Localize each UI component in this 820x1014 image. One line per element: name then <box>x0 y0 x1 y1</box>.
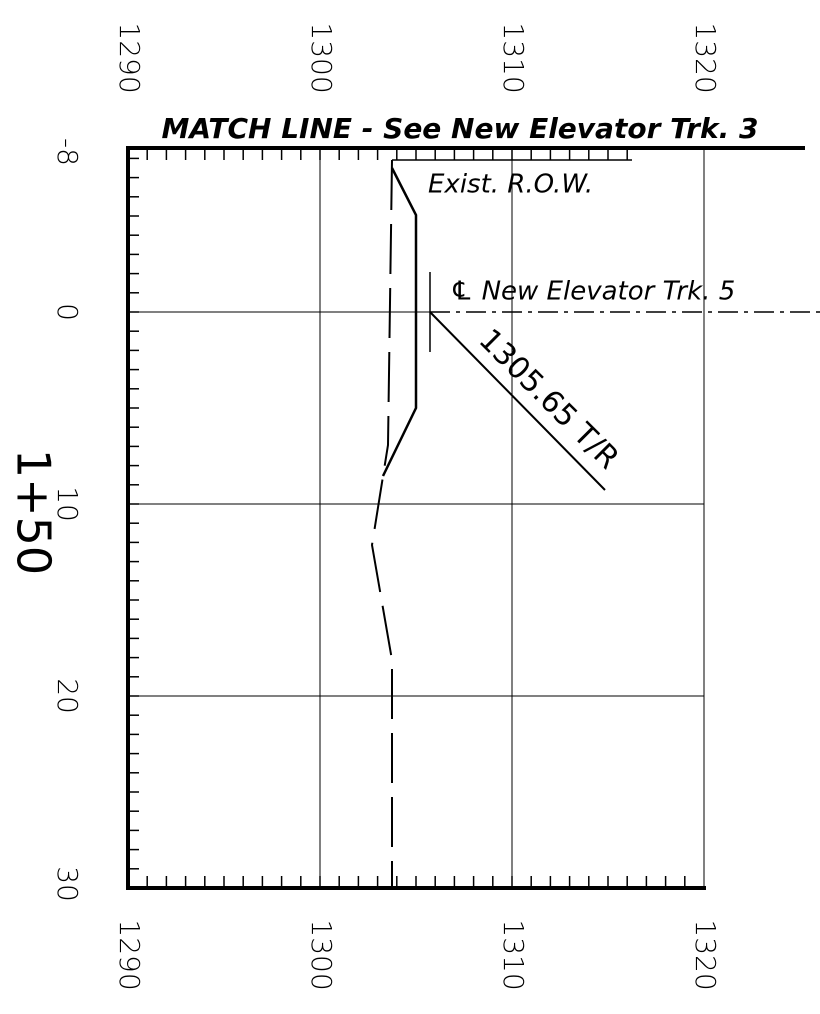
elevation-label: 1310 <box>497 919 530 990</box>
offset-label: -8 <box>51 138 84 166</box>
station-label: 1+50 <box>7 449 61 575</box>
elevation-label: 1320 <box>689 22 722 93</box>
offset-label: 10 <box>51 486 84 522</box>
elevation-label: 1300 <box>305 919 338 990</box>
offset-label: 0 <box>51 303 84 321</box>
offset-label: 20 <box>51 678 84 714</box>
elevation-label: 1290 <box>113 22 146 93</box>
top-of-rail-leader <box>429 311 606 491</box>
centerline-label: ℄ New Elevator Trk. 5 <box>450 277 735 307</box>
top-of-rail-label: 1305.65 T/R <box>472 322 626 476</box>
row-label: Exist. R.O.W. <box>428 170 593 200</box>
elevation-label: 1290 <box>113 919 146 990</box>
proposed-section <box>381 167 418 477</box>
existing-ground <box>370 159 393 888</box>
elevation-label: 1310 <box>497 22 530 93</box>
elevation-label: 1320 <box>689 919 722 990</box>
tick-marks <box>128 148 686 889</box>
match-line-label: MATCH LINE - See New Elevator Trk. 3 <box>162 112 759 145</box>
elevation-label: 1300 <box>305 22 338 93</box>
offset-label: 30 <box>51 866 84 902</box>
